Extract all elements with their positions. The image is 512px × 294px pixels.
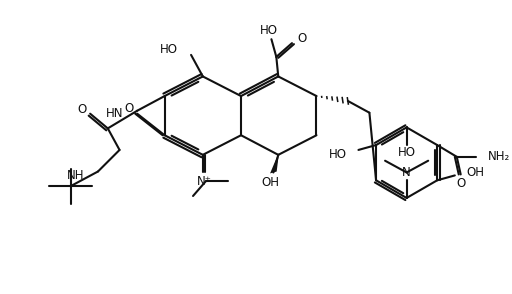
Text: HO: HO [398,146,416,159]
Text: OH: OH [262,176,280,189]
Text: NH: NH [67,169,84,182]
Text: HO: HO [260,24,278,37]
Text: HO: HO [160,43,178,56]
Text: O: O [125,102,134,115]
Text: HO: HO [329,148,347,161]
Text: NH₂: NH₂ [488,150,510,163]
Text: N⁺: N⁺ [197,175,212,188]
Text: OH: OH [466,166,484,179]
Polygon shape [270,155,279,173]
Text: O: O [297,32,306,45]
Text: O: O [78,103,87,116]
Text: HN: HN [106,107,123,120]
Text: N: N [402,166,411,179]
Text: O: O [456,177,465,190]
